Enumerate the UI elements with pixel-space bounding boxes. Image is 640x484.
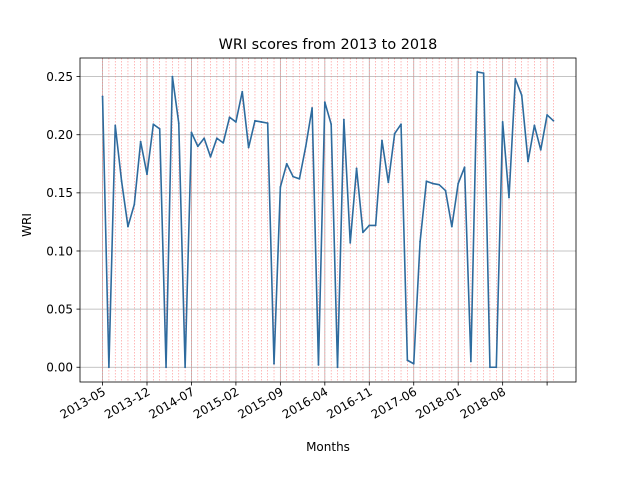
data-point <box>520 94 523 97</box>
data-point <box>495 366 498 369</box>
data-point <box>203 137 206 140</box>
data-point <box>330 123 333 126</box>
data-point <box>362 231 364 234</box>
data-point <box>406 359 409 362</box>
data-point <box>546 114 549 116</box>
data-point <box>476 71 479 73</box>
y-tick-label: 0.15 <box>46 186 73 200</box>
data-point <box>177 122 180 125</box>
data-point <box>381 139 383 142</box>
data-point <box>139 140 142 143</box>
data-point <box>349 241 352 244</box>
data-point <box>254 119 256 122</box>
data-point <box>336 366 339 369</box>
data-point <box>260 121 263 123</box>
axes-frame <box>79 57 577 383</box>
data-point <box>152 123 155 126</box>
data-point <box>425 180 428 183</box>
plot-area <box>80 58 576 382</box>
data-point <box>393 132 396 135</box>
data-point <box>412 362 415 365</box>
data-point <box>501 121 504 123</box>
data-point <box>292 175 294 178</box>
data-point <box>273 362 275 365</box>
data-point <box>527 160 529 163</box>
data-point <box>133 203 136 206</box>
data-point <box>444 189 447 192</box>
data-point <box>190 131 193 134</box>
data-point <box>114 124 117 127</box>
data-point <box>209 155 212 158</box>
data-point <box>317 364 320 366</box>
data-point <box>482 72 485 75</box>
data-point <box>533 124 536 127</box>
data-point <box>463 166 466 169</box>
data-point <box>196 145 199 148</box>
data-point <box>508 196 510 199</box>
data-point <box>298 178 301 180</box>
data-point <box>311 107 314 109</box>
y-tick-label: 0.20 <box>46 128 73 142</box>
data-point <box>266 122 269 125</box>
data-point <box>514 78 517 80</box>
x-axis-label: Months <box>306 440 350 454</box>
y-axis-label: WRI <box>20 213 34 237</box>
data-point <box>342 118 345 121</box>
data-point <box>374 224 377 227</box>
data-point <box>127 225 129 228</box>
wri-series-line <box>101 71 554 369</box>
data-point <box>304 145 307 148</box>
data-point <box>419 240 421 243</box>
data-point <box>489 366 491 369</box>
y-tick-label: 0.10 <box>46 244 73 258</box>
data-point <box>450 225 453 228</box>
data-point <box>400 123 402 126</box>
data-point <box>222 141 225 144</box>
y-tick-label: 0.25 <box>46 70 73 84</box>
data-point <box>235 121 237 123</box>
chart-title: WRI scores from 2013 to 2018 <box>219 37 438 53</box>
data-point <box>552 119 555 122</box>
data-point <box>120 180 123 183</box>
data-point <box>241 90 244 93</box>
data-point <box>171 75 174 78</box>
data-point <box>457 182 460 185</box>
data-point <box>431 182 434 185</box>
data-point <box>438 183 441 186</box>
data-point <box>247 146 250 149</box>
data-point <box>355 167 358 170</box>
data-point <box>368 224 371 227</box>
data-point <box>469 360 472 363</box>
data-point <box>539 148 542 151</box>
data-point <box>184 366 187 369</box>
data-point <box>285 162 288 165</box>
data-point <box>107 366 110 369</box>
data-point <box>279 186 282 188</box>
data-point <box>215 137 218 140</box>
data-point <box>165 366 167 369</box>
data-point <box>101 95 104 98</box>
y-tick-label: 0.05 <box>46 302 73 316</box>
y-tick-label: 0.00 <box>46 361 73 375</box>
data-point <box>158 128 161 130</box>
data-point <box>387 181 390 184</box>
data-point <box>228 116 231 119</box>
data-point <box>323 101 326 104</box>
data-point <box>146 173 148 176</box>
